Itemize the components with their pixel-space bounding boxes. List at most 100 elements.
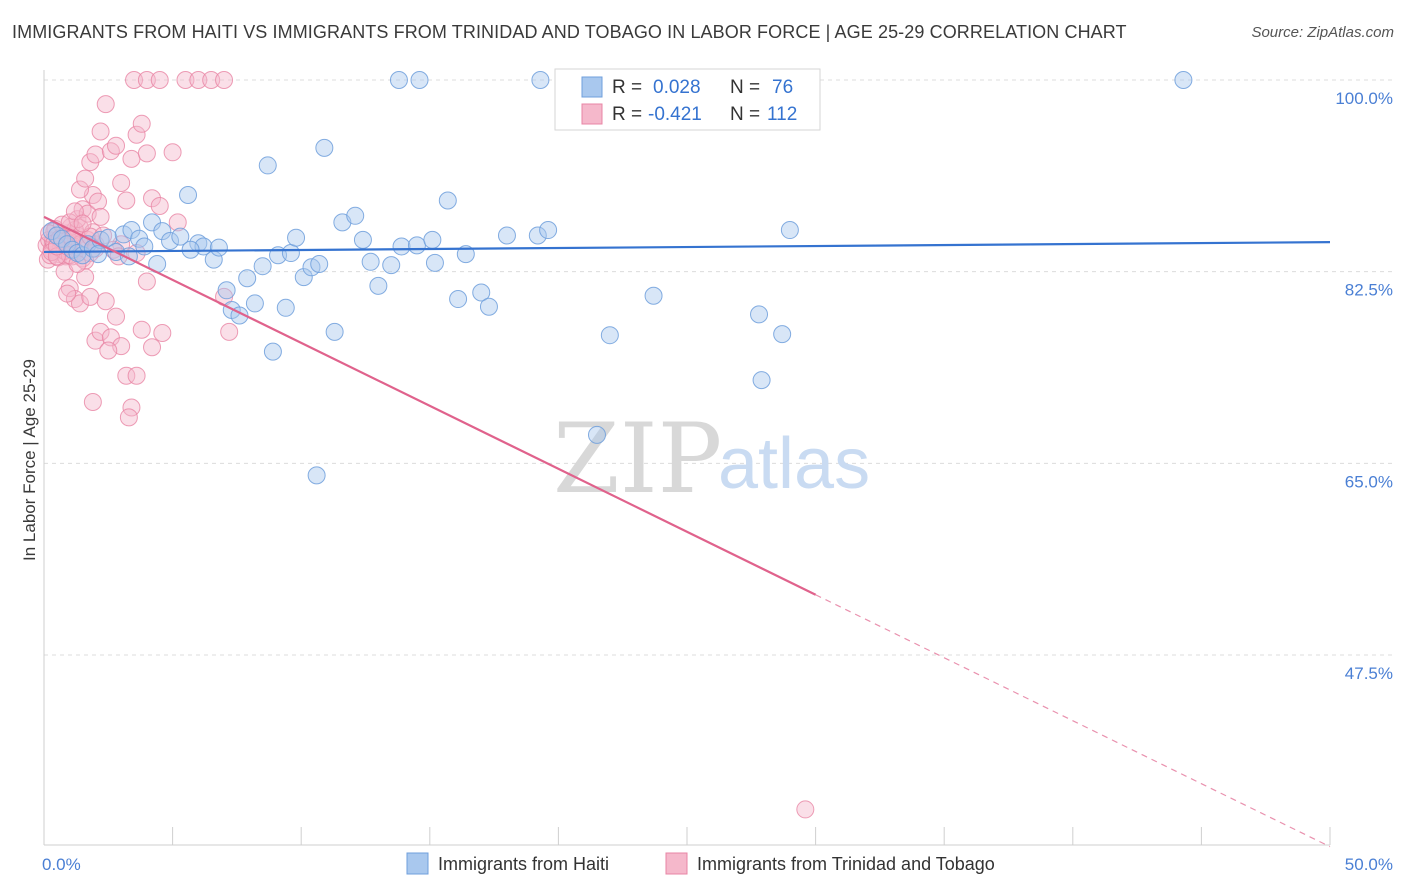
trinidad-point <box>96 292 115 311</box>
haiti-point <box>217 281 236 300</box>
trinidad-point <box>117 191 136 210</box>
trinidad-point <box>58 284 77 303</box>
haiti-point <box>287 228 306 247</box>
haiti-point <box>209 238 228 257</box>
haiti-point <box>361 252 380 271</box>
trinidad-point <box>112 173 131 192</box>
legend-r-value-haiti: 0.028 <box>653 77 701 98</box>
haiti-point <box>407 236 426 255</box>
x-tick-label-start: 0.0% <box>42 855 81 874</box>
y-tick-label: 47.5% <box>1345 664 1393 683</box>
haiti-point <box>307 466 326 485</box>
trinidad-point <box>107 136 126 155</box>
trinidad-point <box>99 341 118 360</box>
legend-n-label-haiti: N = <box>730 77 760 98</box>
trinidad-point <box>137 71 156 89</box>
haiti-point <box>161 232 180 250</box>
haiti-point <box>179 186 198 204</box>
y-tick-label: 65.0% <box>1345 472 1393 491</box>
trinidad-point <box>68 255 87 273</box>
trinidad-point <box>168 213 187 232</box>
haiti-point <box>153 222 172 241</box>
trinidad-point <box>132 320 151 339</box>
legend-r-label-trinidad: R = <box>612 104 642 125</box>
series-legend: Immigrants from Haiti Immigrants from Tr… <box>406 852 995 875</box>
trinidad-point <box>132 114 151 133</box>
trinidad-point <box>220 322 239 341</box>
trinidad-trend-line <box>43 215 817 596</box>
trinidad-point <box>796 800 815 819</box>
trinidad-point <box>202 71 221 89</box>
haiti-point <box>99 228 118 247</box>
watermark: ZIP atlas <box>553 403 870 515</box>
axes <box>43 70 1331 846</box>
haiti-point <box>89 245 108 264</box>
haiti-point <box>644 286 663 305</box>
trinidad-point <box>215 71 234 89</box>
trinidad-point <box>71 180 90 199</box>
haiti-point <box>472 283 491 302</box>
correlation-legend: R = 0.028 N = 76 R = -0.421 N = 112 <box>554 68 821 131</box>
haiti-point <box>389 71 408 89</box>
trinidad-point <box>119 408 138 427</box>
legend-label-trinidad: Immigrants from Trinidad and Tobago <box>697 854 995 874</box>
haiti-point <box>479 297 498 316</box>
haiti-point <box>410 71 429 89</box>
trend-lines <box>43 215 1331 848</box>
y-tick-label: 100.0% <box>1335 89 1393 108</box>
haiti-point <box>449 290 468 309</box>
haiti-point <box>539 221 558 240</box>
chart-title: IMMIGRANTS FROM HAITI VS IMMIGRANTS FROM… <box>12 22 1127 42</box>
haiti-point <box>315 138 334 157</box>
haiti-point <box>135 237 154 256</box>
trinidad-point <box>83 393 102 411</box>
trinidad-point <box>137 272 156 291</box>
haiti-point <box>528 226 547 245</box>
trinidad-point <box>96 95 115 114</box>
trinidad-point <box>117 366 136 385</box>
grid-lines <box>44 79 1395 656</box>
trinidad-point <box>150 196 169 215</box>
legend-swatch-bottom-trinidad <box>665 852 688 875</box>
trinidad-point <box>101 142 120 161</box>
trinidad-trend-extension <box>815 594 1331 848</box>
y-axis-label: In Labor Force | Age 25-29 <box>20 359 39 561</box>
trinidad-point <box>76 268 95 287</box>
legend-n-value-haiti: 76 <box>772 77 793 98</box>
haiti-point <box>238 269 257 288</box>
haiti-point <box>773 325 792 344</box>
trinidad-point <box>86 331 105 350</box>
trinidad-point <box>107 307 126 326</box>
haiti-point <box>425 253 444 272</box>
haiti-point <box>750 305 769 324</box>
haiti-point <box>369 276 388 295</box>
y-tick-labels: 47.5% 65.0% 82.5% 100.0% <box>1335 89 1393 683</box>
legend-r-label-haiti: R = <box>612 77 642 98</box>
watermark-atlas: atlas <box>718 424 870 504</box>
legend-n-label-trinidad: N = <box>730 104 760 125</box>
trinidad-point <box>91 207 110 226</box>
watermark-zip: ZIP <box>553 403 722 515</box>
haiti-point <box>392 237 411 256</box>
chart-source: Source: ZipAtlas.com <box>1251 24 1394 41</box>
haiti-point <box>531 71 550 89</box>
haiti-trend-line <box>43 240 1331 254</box>
haiti-point <box>53 229 72 248</box>
trinidad-point <box>91 122 110 141</box>
trinidad-point <box>143 338 162 357</box>
haiti-point <box>423 230 442 249</box>
trinidad-point <box>127 366 146 385</box>
haiti-point <box>353 230 372 249</box>
haiti-point <box>497 226 516 245</box>
haiti-point <box>346 206 365 225</box>
haiti-point <box>276 298 295 317</box>
haiti-point <box>382 256 401 275</box>
haiti-point <box>587 425 606 444</box>
x-tick-labels: 0.0% 50.0% <box>42 855 1393 874</box>
haiti-point <box>294 268 313 287</box>
trinidad-point <box>86 145 105 164</box>
trinidad-point <box>91 322 110 341</box>
haiti-point <box>171 227 190 246</box>
trinidad-point <box>81 287 100 306</box>
haiti-point <box>600 326 619 345</box>
